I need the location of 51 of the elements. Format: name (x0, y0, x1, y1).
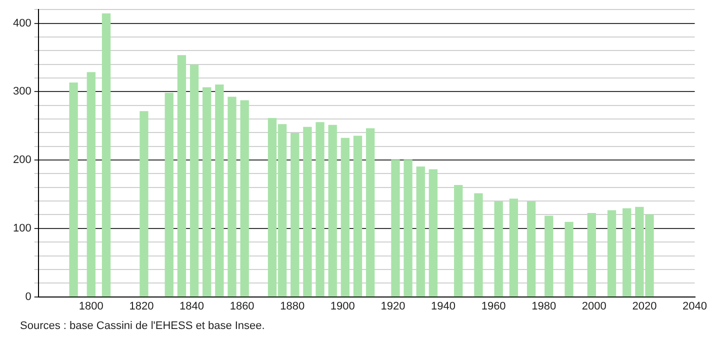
bar (526, 201, 536, 297)
bar (140, 111, 148, 297)
x-tick-label: 2040 (682, 300, 708, 312)
x-tick-label: 1880 (280, 300, 305, 312)
bar (544, 216, 554, 297)
y-tick-label: 200 (12, 154, 32, 166)
bar (164, 92, 174, 297)
bar (303, 126, 312, 297)
bar (69, 82, 78, 297)
x-tick-label: 1840 (180, 300, 204, 312)
bar (190, 64, 199, 297)
bar (215, 84, 224, 297)
x-tick-label: 1900 (330, 300, 355, 312)
x-tick-label: 2020 (632, 300, 657, 312)
bar (587, 213, 596, 297)
bar (509, 198, 518, 297)
bar (366, 128, 375, 297)
bar (564, 222, 574, 297)
y-tick-label: 400 (12, 17, 32, 30)
bar (240, 100, 249, 297)
bar (494, 201, 503, 297)
source-note: Sources : base Cassini de l'EHESS et base Insee. (20, 320, 265, 332)
bar (391, 160, 400, 297)
y-tick-label: 300 (12, 86, 32, 98)
x-tick-label: 1800 (78, 300, 104, 312)
bar (86, 72, 96, 297)
bar (607, 210, 616, 297)
x-tick-label: 1860 (230, 300, 254, 312)
x-tick-label: 1820 (129, 300, 154, 312)
bar (454, 185, 463, 297)
y-tick-label: 100 (12, 222, 32, 234)
bar (428, 169, 438, 297)
bar (290, 133, 300, 297)
bar (474, 193, 483, 297)
bar (328, 124, 337, 297)
bar (340, 138, 350, 297)
bar (404, 160, 412, 297)
bar (316, 122, 324, 297)
x-tick-label: 1960 (481, 300, 506, 312)
bar (228, 96, 236, 297)
bar (202, 87, 212, 297)
x-tick-label: 1940 (431, 300, 456, 312)
bar (177, 55, 186, 297)
bar (622, 208, 632, 297)
bar (416, 166, 425, 297)
y-tick-label: 0 (25, 290, 32, 303)
x-tick-label: 2000 (582, 300, 606, 312)
x-tick-label: 1980 (532, 300, 556, 312)
bar (102, 13, 111, 297)
bar (353, 136, 362, 297)
x-tick-label: 1920 (380, 300, 406, 312)
